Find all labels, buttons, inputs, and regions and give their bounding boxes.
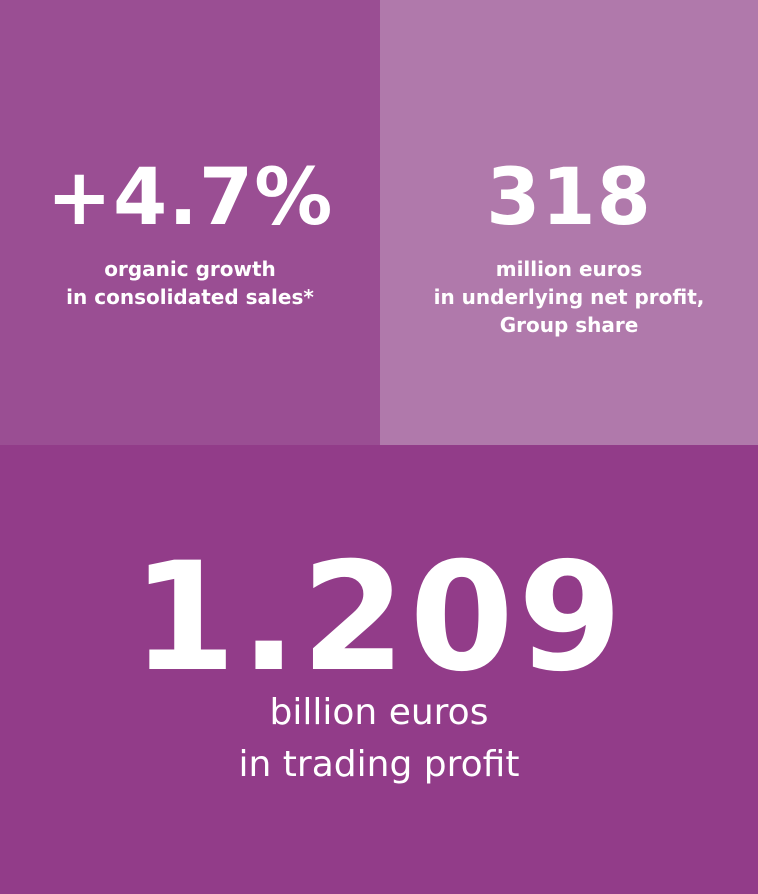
stat-tile: 318 million euros in underlying net prof… bbox=[380, 0, 758, 445]
stat-figure: +4.7% bbox=[46, 153, 334, 243]
stat-description: billion euros in trading profit bbox=[0, 687, 758, 791]
description-line: organic growth bbox=[104, 257, 276, 281]
stat-tile: 1.209 billion euros in trading profit bbox=[0, 445, 758, 894]
description-line: in consolidated sales* bbox=[66, 285, 314, 309]
description-line: billion euros bbox=[269, 692, 489, 733]
description-line: million euros bbox=[495, 257, 643, 281]
stat-tile: +4.7% organic growth in consolidated sal… bbox=[0, 0, 380, 445]
stat-figure: 318 bbox=[486, 153, 652, 243]
description-line: in trading profit bbox=[238, 744, 520, 785]
description-line: in underlying net profit, bbox=[433, 285, 705, 309]
description-line: Group share bbox=[499, 313, 639, 337]
stat-description: organic growth in consolidated sales* bbox=[0, 255, 380, 311]
stat-description: million euros in underlying net profit, … bbox=[380, 255, 758, 339]
stat-figure: 1.209 bbox=[131, 531, 627, 705]
